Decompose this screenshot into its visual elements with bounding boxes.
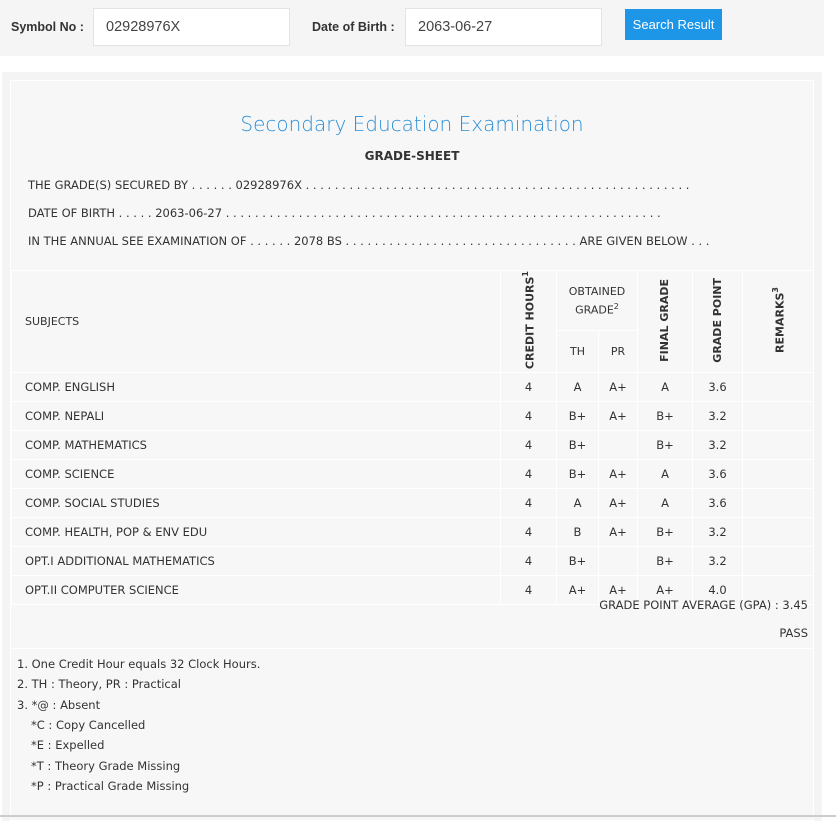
result-status: PASS [779, 626, 808, 640]
divider [0, 815, 836, 817]
cell-pr: A+ [598, 372, 638, 403]
cell-th: A [556, 372, 599, 403]
gpa-value: GRADE POINT AVERAGE (GPA) : 3.45 [599, 598, 808, 612]
cell-point: 3.2 [692, 546, 743, 577]
cell-pr [598, 546, 638, 577]
cell-pr: A+ [598, 517, 638, 548]
header-remarks: REMARKS3 [742, 269, 814, 374]
header-grade-point: GRADE POINT [692, 269, 743, 374]
cell-point: 4.0 [692, 575, 743, 606]
cell-remarks [742, 517, 814, 548]
symbol-label: Symbol No : [11, 20, 84, 34]
cell-th: A [556, 488, 599, 519]
cell-pr [598, 430, 638, 461]
exam-line: IN THE ANNUAL SEE EXAMINATION OF . . . .… [28, 234, 710, 248]
header-pr: PR [598, 329, 638, 374]
table-row: COMP. HEALTH, POP & ENV EDU 4 B A+ B+ 3.2 [11, 517, 814, 548]
header-th: TH [556, 329, 599, 374]
cell-th: B+ [556, 459, 599, 490]
table-row: COMP. ENGLISH 4 A A+ A 3.6 [11, 372, 814, 403]
cell-credit: 4 [500, 430, 557, 461]
cell-credit: 4 [500, 459, 557, 490]
cell-credit: 4 [500, 546, 557, 577]
cell-credit: 4 [500, 372, 557, 403]
cell-final: A [637, 488, 693, 519]
cell-remarks [742, 459, 814, 490]
cell-subject: OPT.I ADDITIONAL MATHEMATICS [11, 546, 501, 577]
cell-final: B+ [637, 517, 693, 548]
footnote: 2. TH : Theory, PR : Practical [17, 677, 181, 692]
search-result-button[interactable]: Search Result [625, 9, 722, 40]
cell-point: 3.2 [692, 430, 743, 461]
cell-point: 3.6 [692, 488, 743, 519]
cell-point: 3.2 [692, 401, 743, 432]
grade-sheet-heading: GRADE-SHEET [364, 149, 460, 163]
cell-point: 3.6 [692, 372, 743, 403]
footnote: 1. One Credit Hour equals 32 Clock Hours… [17, 657, 261, 671]
footnote: 3. *@ : Absent [17, 697, 101, 712]
header-obtained-grade: OBTAINED GRADE2 [556, 270, 638, 331]
cell-final: A [637, 459, 693, 490]
table-row: COMP. SCIENCE 4 B+ A+ A 3.6 [11, 459, 814, 490]
dob-line: DATE OF BIRTH . . . . . 2063-06-27 . . .… [28, 206, 661, 220]
symbol-input[interactable]: 02928976X [93, 8, 290, 46]
header-final-grade: FINAL GRADE [637, 269, 693, 374]
footnote: *P : Practical Grade Missing [31, 778, 190, 793]
footnote: *E : Expelled [31, 738, 105, 753]
cell-remarks [742, 488, 814, 519]
cell-final: B+ [637, 430, 693, 461]
dob-input[interactable]: 2063-06-27 [405, 8, 602, 46]
table-row: OPT.II COMPUTER SCIENCE 4 A+ A+ A+ 4.0 [11, 575, 814, 606]
grades-table: SUBJECTS CREDIT HOURS1 OBTAINED GRADE2 F… [11, 269, 814, 606]
cell-subject: COMP. SCIENCE [11, 459, 501, 490]
header-subjects: SUBJECTS [11, 269, 501, 374]
table-row: COMP. NEPALI 4 B+ A+ B+ 3.2 [11, 401, 814, 432]
cell-remarks [742, 401, 814, 432]
cell-credit: 4 [500, 401, 557, 432]
cell-subject: COMP. SOCIAL STUDIES [11, 488, 501, 519]
cell-subject: COMP. HEALTH, POP & ENV EDU [11, 517, 501, 548]
cell-remarks [742, 546, 814, 577]
cell-point: 3.2 [692, 517, 743, 548]
cell-final: B+ [637, 546, 693, 577]
cell-subject: COMP. ENGLISH [11, 372, 501, 403]
cell-credit: 4 [500, 575, 557, 606]
cell-th: B+ [556, 401, 599, 432]
cell-pr: A+ [598, 401, 638, 432]
footnote: *T : Theory Grade Missing [31, 758, 181, 773]
cell-final: A [637, 372, 693, 403]
search-bar: Symbol No : 02928976X Date of Birth : 20… [0, 0, 824, 56]
cell-credit: 4 [500, 517, 557, 548]
footnote: *C : Copy Cancelled [31, 717, 146, 732]
cell-subject: COMP. NEPALI [11, 401, 501, 432]
cell-th: B+ [556, 546, 599, 577]
cell-final: B+ [637, 401, 693, 432]
cell-subject: COMP. MATHEMATICS [11, 430, 501, 461]
cell-remarks [742, 430, 814, 461]
cell-credit: 4 [500, 488, 557, 519]
secured-by-line: THE GRADE(S) SECURED BY . . . . . . 0292… [28, 178, 690, 192]
cell-th: A+ [556, 575, 599, 606]
divider [11, 648, 814, 649]
table-row: COMP. MATHEMATICS 4 B+ B+ 3.2 [11, 430, 814, 461]
table-row: OPT.I ADDITIONAL MATHEMATICS 4 B+ B+ 3.2 [11, 546, 814, 577]
cell-remarks [742, 372, 814, 403]
cell-subject: OPT.II COMPUTER SCIENCE [11, 575, 501, 606]
cell-th: B+ [556, 430, 599, 461]
exam-title: Secondary Education Examination [240, 112, 584, 136]
cell-pr: A+ [598, 459, 638, 490]
header-credit-hours: CREDIT HOURS1 [500, 269, 557, 374]
cell-point: 3.6 [692, 459, 743, 490]
cell-th: B [556, 517, 599, 548]
table-row: COMP. SOCIAL STUDIES 4 A A+ A 3.6 [11, 488, 814, 519]
cell-remarks [742, 575, 814, 606]
dob-label: Date of Birth : [312, 20, 395, 34]
cell-pr: A+ [598, 488, 638, 519]
